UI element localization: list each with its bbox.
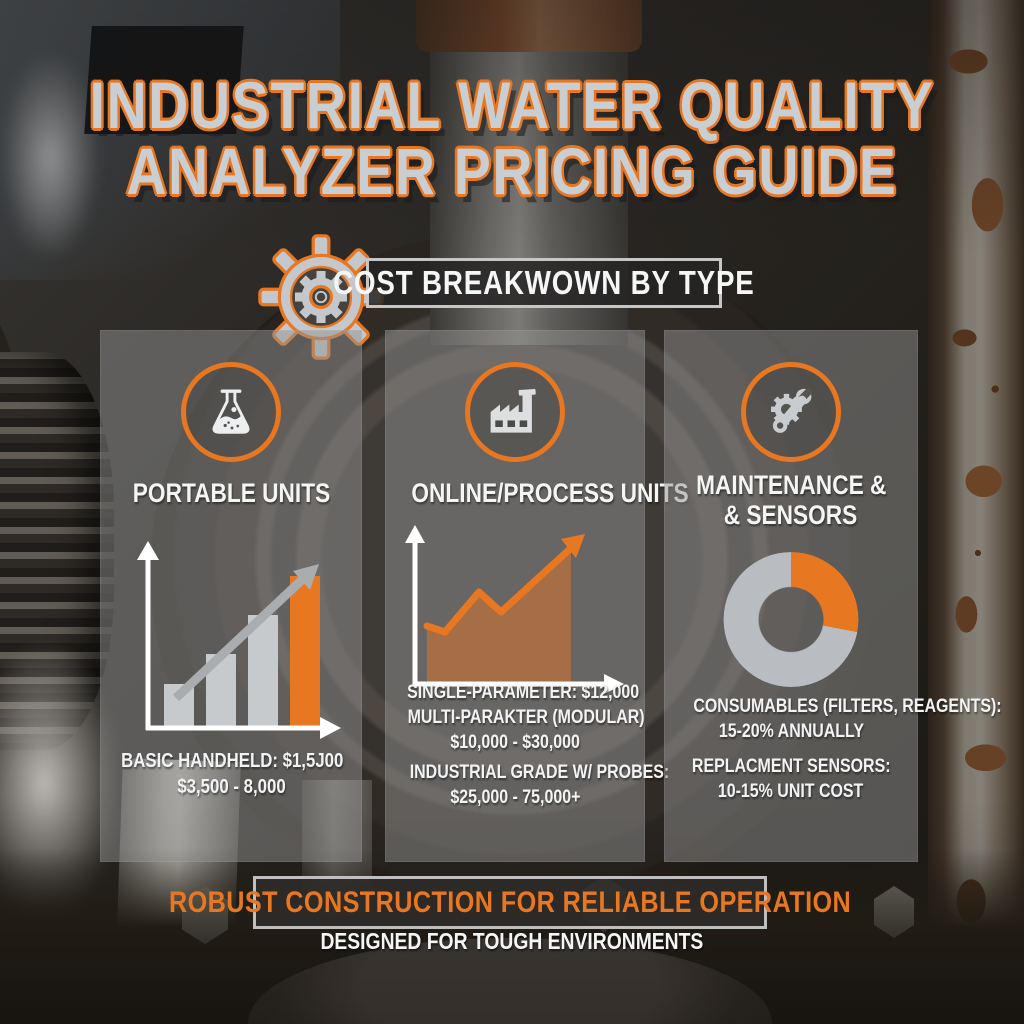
flask-icon-circle <box>181 362 281 462</box>
bar-chart <box>137 541 341 739</box>
card-title-portable: PORTABLE UNITS <box>132 478 330 508</box>
gear-wrench-icon <box>771 386 814 433</box>
maintenance-prices-block-2: REPLACMENT SENSORS: 10-15% UNIT COST <box>664 754 918 804</box>
flask-icon <box>212 389 250 434</box>
footer-subtitle-label: DESIGNED FOR TOUGH ENVIRONMENTS <box>320 928 704 954</box>
bolt-shape <box>182 886 228 944</box>
online-prices-block-2: INDUSTRIAL GRADE W/ PROBES: $25,000 - 75… <box>385 760 670 810</box>
price-line: $10,000 - $30,000 <box>450 732 580 753</box>
price-line: SINGLE-PARAMETER: $12,000 <box>407 682 640 703</box>
area-arrow-head <box>561 534 585 558</box>
title-line-1: INDUSTRIAL WATER QUALITY <box>89 68 935 142</box>
donut-chart <box>723 552 859 687</box>
price-line: $3,500 - 8,000 <box>176 776 286 798</box>
area-chart <box>405 525 624 694</box>
bar-chart-bars <box>164 576 320 726</box>
card-title-maintenance-line1: MAINTENANCE & <box>695 470 887 500</box>
x-axis-arrow <box>320 717 341 739</box>
card-title-online: ONLINE/PROCESS UNITS <box>411 478 689 508</box>
portable-prices: BASIC HANDHELD: $1,5J00 $3,500 - 8,000 <box>100 748 362 800</box>
card-online-process-units: ONLINE/PROCESS UNITS SINGLE-PARAMETER: $… <box>385 330 689 862</box>
gear-wrench-icon-circle <box>741 362 841 462</box>
price-line: REPLACMENT SENSORS: <box>691 756 891 777</box>
price-line: CONSUMABLES (FILTERS, REAGENTS): <box>693 696 1002 717</box>
price-line: 10-15% UNIT COST <box>718 781 864 802</box>
section-header: COST BREAKWOWN BY TYPE <box>333 258 754 308</box>
background-light-streak <box>0 50 100 260</box>
factory-icon <box>490 388 536 433</box>
bolt-shape <box>874 886 914 938</box>
card-title-maintenance-line2: & SENSORS <box>724 500 858 530</box>
title-line-2: ANALYZER PRICING GUIDE <box>126 134 898 208</box>
footer-subtitle: DESIGNED FOR TOUGH ENVIRONMENTS <box>0 928 1024 955</box>
x-axis-arrow <box>604 674 624 694</box>
footer-banner: ROBUST CONSTRUCTION FOR RELIABLE OPERATI… <box>169 876 851 929</box>
footer-banner-label: ROBUST CONSTRUCTION FOR RELIABLE OPERATI… <box>168 885 852 919</box>
page-title: INDUSTRIAL WATER QUALITY ANALYZER PRICIN… <box>0 72 1024 204</box>
price-line: BASIC HANDHELD: $1,5J00 <box>121 750 344 772</box>
card-portable-units: PORTABLE UNITS BASIC HANDHELD: $1,5J00 $… <box>100 330 362 862</box>
online-prices-block-1: SINGLE-PARAMETER: $12,000 MULTI-PARAKTER… <box>385 680 645 755</box>
trend-arrow-head <box>293 564 319 590</box>
background-rusty-flange <box>416 0 642 52</box>
maintenance-prices-block-1: CONSUMABLES (FILTERS, REAGENTS): 15-20% … <box>664 694 1001 744</box>
section-header-label: COST BREAKWOWN BY TYPE <box>333 264 755 301</box>
y-axis-arrow <box>137 541 159 560</box>
y-axis-arrow <box>405 525 425 543</box>
area-chart-line <box>423 544 575 636</box>
price-line: MULTI-PARAKTER (MODULAR) <box>407 707 645 728</box>
card-maintenance-sensors: MAINTENANCE & & SENSORS CONSUMABLES (FIL… <box>664 330 1002 862</box>
trend-arrow-icon <box>172 572 310 702</box>
price-line: INDUSTRIAL GRADE W/ PROBES: <box>409 762 670 783</box>
price-line: $25,000 - 75,000+ <box>449 787 581 808</box>
factory-icon-circle <box>465 362 565 462</box>
price-line: 15-20% ANNUALLY <box>718 721 864 742</box>
